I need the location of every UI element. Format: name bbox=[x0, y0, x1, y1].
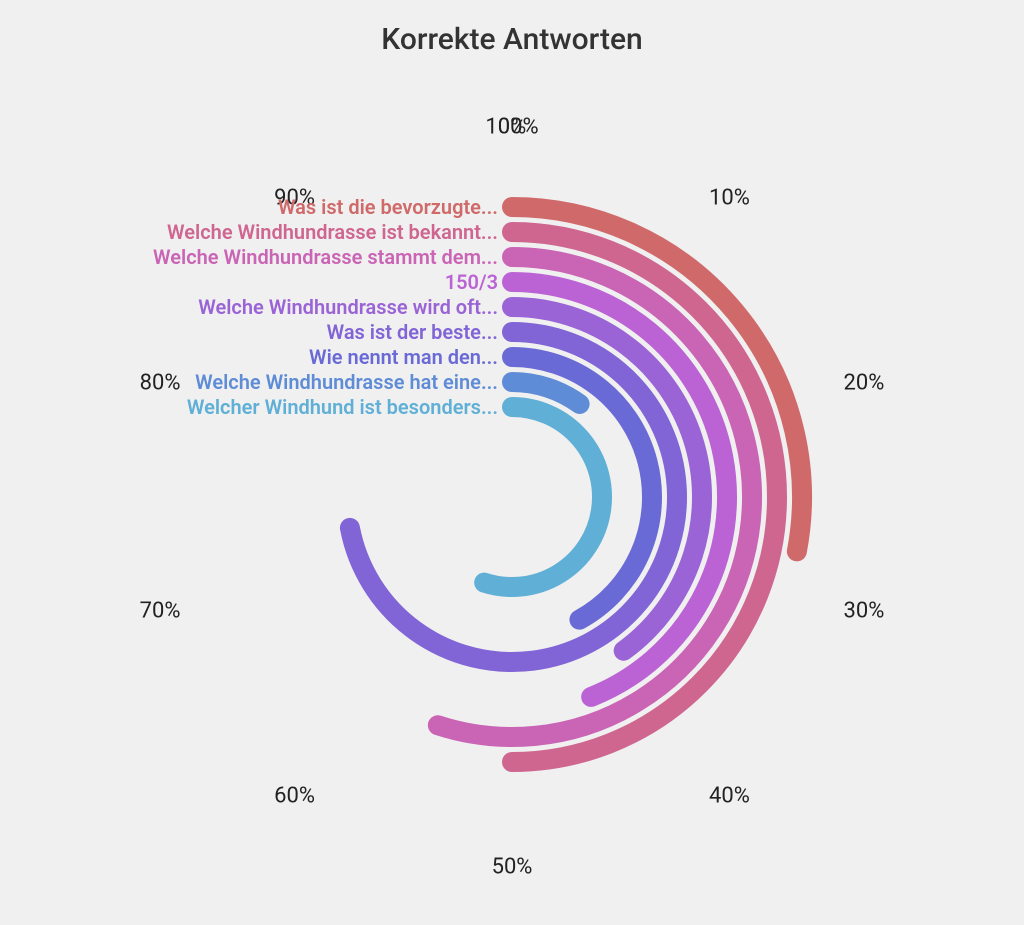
tick-label: 70% bbox=[140, 599, 181, 624]
radial-chart: 0%10%20%30%40%50%60%70%80%90%100% Was is… bbox=[0, 57, 1024, 917]
tick-label: 40% bbox=[709, 784, 750, 809]
tick-label: 20% bbox=[843, 370, 884, 395]
chart-title: Korrekte Antworten bbox=[0, 0, 1024, 57]
series-label: Wie nennt man den... bbox=[309, 345, 498, 369]
series-label: Welcher Windhund ist besonders... bbox=[187, 395, 498, 419]
series-label: Welche Windhundrasse stammt dem... bbox=[153, 245, 498, 269]
tick-label: 100% bbox=[485, 115, 538, 140]
tick-label: 80% bbox=[140, 370, 181, 395]
series-label: Welche Windhundrasse wird oft... bbox=[198, 295, 498, 319]
tick-label: 50% bbox=[492, 855, 533, 880]
tick-label: 10% bbox=[709, 185, 750, 210]
series-label: Welche Windhundrasse hat eine... bbox=[195, 370, 498, 394]
series-label: Welche Windhundrasse ist bekannt... bbox=[167, 220, 498, 244]
radial-chart-svg bbox=[0, 57, 1024, 917]
series-label: Was ist der beste... bbox=[327, 320, 498, 344]
series-label: 150/3 bbox=[445, 270, 498, 294]
tick-label: 60% bbox=[274, 784, 315, 809]
radial-bar-arc bbox=[484, 407, 602, 587]
series-label: Was ist die bevorzugte... bbox=[278, 195, 498, 219]
tick-label: 30% bbox=[843, 599, 884, 624]
